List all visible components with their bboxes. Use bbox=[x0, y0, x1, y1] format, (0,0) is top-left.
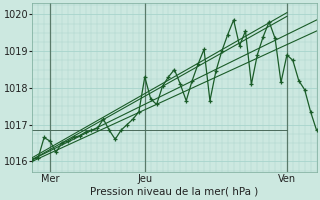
X-axis label: Pression niveau de la mer( hPa ): Pression niveau de la mer( hPa ) bbox=[90, 187, 259, 197]
